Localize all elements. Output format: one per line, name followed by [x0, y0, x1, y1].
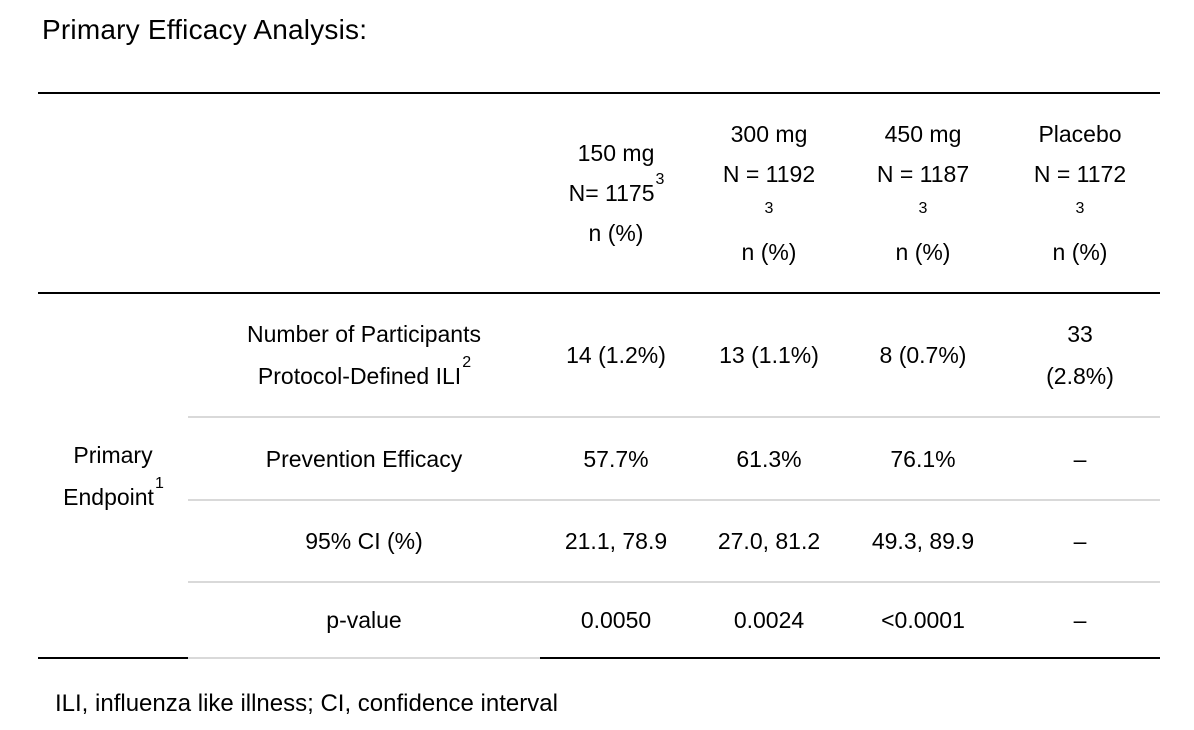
table-row-participants: Primary Endpoint1 Number of Participants…: [38, 293, 1160, 659]
dose-label: Placebo: [1038, 121, 1122, 147]
cell-pvalue-450mg: <0.0001: [846, 582, 1000, 659]
cell-participants-450mg: 8 (0.7%): [846, 293, 1000, 418]
header-empty-label-cell: [188, 92, 540, 294]
dose-label: 450 mg: [884, 121, 962, 147]
unit-label: n (%): [588, 220, 644, 246]
cell-ci-150mg: 21.1, 78.9: [540, 500, 692, 583]
column-header-placebo: Placebo N = 1172 3 n (%): [1000, 92, 1160, 294]
row-group-line1: Primary: [73, 441, 153, 468]
unit-label: n (%): [741, 239, 797, 265]
row-group-primary-endpoint: Primary Endpoint1: [38, 293, 188, 659]
cell-efficacy-450mg: 76.1%: [846, 417, 1000, 501]
n-count: N = 1192: [722, 161, 816, 187]
row-label-participants: Number of Participants Protocol-Defined …: [188, 293, 540, 418]
cell-pvalue-150mg: 0.0050: [540, 582, 692, 659]
column-header-300mg: 300 mg N = 1192 3 n (%): [692, 92, 846, 294]
cell-participants-300mg: 13 (1.1%): [692, 293, 846, 418]
cell-ci-300mg: 27.0, 81.2: [692, 500, 846, 583]
footnote-marker: 2: [462, 354, 472, 372]
column-header-450mg: 450 mg N = 1187 3 n (%): [846, 92, 1000, 294]
header-row: 150 mg N= 11753 n (%) 300 mg N = 1192 3 …: [38, 92, 1160, 294]
footnote-marker: 1: [154, 474, 164, 492]
table-row-confidence-interval: 95% CI (%) 21.1, 78.9 27.0, 81.2 49.3, 8…: [38, 500, 1160, 583]
n-count: N = 1172: [1033, 161, 1127, 187]
column-header-150mg: 150 mg N= 11753 n (%): [540, 92, 692, 294]
cell-efficacy-150mg: 57.7%: [540, 417, 692, 501]
cell-efficacy-300mg: 61.3%: [692, 417, 846, 501]
n-count: N = 1187: [876, 161, 970, 187]
cell-pvalue-placebo: –: [1000, 582, 1160, 659]
abbreviations-footnote: ILI, influenza like illness; CI, confide…: [55, 690, 558, 717]
footnote-marker: 3: [918, 200, 928, 217]
cell-ci-placebo: –: [1000, 500, 1160, 583]
footnote-marker: 3: [764, 200, 774, 217]
row-label-confidence-interval: 95% CI (%): [188, 500, 540, 583]
header-empty-group-cell: [38, 92, 188, 294]
dose-label: 150 mg: [577, 140, 655, 166]
cell-efficacy-placebo: –: [1000, 417, 1160, 501]
efficacy-table: 150 mg N= 11753 n (%) 300 mg N = 1192 3 …: [38, 92, 1160, 659]
footnote-marker: 3: [655, 171, 665, 189]
row-label-prevention-efficacy: Prevention Efficacy: [188, 417, 540, 501]
n-count: N= 11753: [568, 171, 665, 206]
cell-participants-150mg: 14 (1.2%): [540, 293, 692, 418]
dose-label: 300 mg: [730, 121, 808, 147]
cell-pvalue-300mg: 0.0024: [692, 582, 846, 659]
row-group-line2: Endpoint1: [63, 474, 164, 510]
cell-participants-placebo: 33 (2.8%): [1000, 293, 1160, 418]
row-label-p-value: p-value: [188, 582, 540, 659]
cell-ci-450mg: 49.3, 89.9: [846, 500, 1000, 583]
page-title: Primary Efficacy Analysis:: [42, 14, 368, 45]
footnote-marker: 3: [1075, 200, 1085, 217]
unit-label: n (%): [895, 239, 951, 265]
table-row-prevention-efficacy: Prevention Efficacy 57.7% 61.3% 76.1% –: [38, 417, 1160, 501]
unit-label: n (%): [1052, 239, 1108, 265]
table-row-p-value: p-value 0.0050 0.0024 <0.0001 –: [38, 582, 1160, 659]
